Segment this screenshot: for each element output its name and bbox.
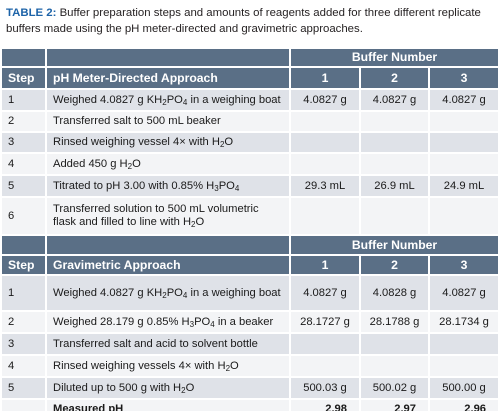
step-number: 2: [2, 111, 47, 133]
step-description: Added 450 g H2O: [46, 153, 291, 176]
buffer-number-header: Buffer Number: [290, 235, 499, 256]
table-caption: TABLE 2: Buffer preparation steps and am…: [6, 5, 496, 45]
buffer-3-value: 28.1734 g: [429, 311, 499, 334]
table-row: 2 Weighed 28.179 g 0.85% H3PO4 in a beak…: [2, 311, 499, 334]
step-number: 4: [2, 355, 47, 378]
caption-label: TABLE 2:: [6, 7, 57, 19]
buffer-2-value: 500.02 g: [360, 377, 430, 400]
col-header-1: 1: [290, 67, 361, 90]
measured-ph-label: Measured pH: [46, 399, 291, 411]
step-number: 3: [2, 132, 47, 154]
step-header: Step: [2, 255, 47, 276]
table-row: 3 Transferred salt and acid to solvent b…: [2, 333, 499, 356]
buffer-3-value: 4.0827 g: [429, 89, 499, 112]
col-header-1: 1: [290, 255, 361, 276]
step-description: Weighed 4.0827 g KH2PO4 in a weighing bo…: [46, 89, 291, 112]
buffer-2-value: 4.0828 g: [360, 275, 430, 312]
step-description: Transferred salt and acid to solvent bot…: [46, 333, 291, 356]
col-header-3: 3: [429, 67, 499, 90]
step-number: 1: [2, 89, 47, 112]
table-row: 2 Transferred salt to 500 mL beaker: [2, 111, 499, 133]
step-number: 1: [2, 275, 47, 312]
step-number: 5: [2, 175, 47, 198]
section1-header-bottom: Step pH Meter-Directed Approach 1 2 3: [2, 67, 499, 90]
table-row: 3 Rinsed weighing vessel 4× with H2O: [2, 132, 499, 154]
buffer-1-value: 500.03 g: [290, 377, 361, 400]
buffer-1-value: 4.0827 g: [290, 275, 361, 312]
step-number: 4: [2, 153, 47, 176]
section2-header-bottom: Step Gravimetric Approach 1 2 3: [2, 255, 499, 276]
approach-header: pH Meter-Directed Approach: [46, 67, 291, 90]
buffer-table: Buffer Number Step pH Meter-Directed App…: [2, 49, 499, 411]
buffer-1-value: 4.0827 g: [290, 89, 361, 112]
col-header-2: 2: [360, 255, 430, 276]
table-row: 4 Rinsed weighing vessels 4× with H2O: [2, 355, 499, 378]
step-description: Rinsed weighing vessel 4× with H2O: [46, 132, 291, 154]
buffer-2-value: 26.9 mL: [360, 175, 430, 198]
step-header: Step: [2, 67, 47, 90]
step-number: 3: [2, 333, 47, 356]
section1-header-top: Buffer Number: [2, 49, 499, 68]
col-header-3: 3: [429, 255, 499, 276]
buffer-2-value: 4.0827 g: [360, 89, 430, 112]
buffer-1-value: 29.3 mL: [290, 175, 361, 198]
buffer-3-value: 4.0827 g: [429, 275, 499, 312]
caption-text: Buffer preparation steps and amounts of …: [6, 7, 481, 35]
approach-header: Gravimetric Approach: [46, 255, 291, 276]
step-description: Transferred solution to 500 mL volumetri…: [46, 197, 291, 236]
buffer-1-value: 28.1727 g: [290, 311, 361, 334]
table-row: 6 Transferred solution to 500 mL volumet…: [2, 197, 499, 236]
measured-ph-2: 2.97: [360, 399, 430, 411]
step-description: Weighed 28.179 g 0.85% H3PO4 in a beaker: [46, 311, 291, 334]
table-row: 4 Added 450 g H2O: [2, 153, 499, 176]
table-row: 5 Diluted up to 500 g with H2O 500.03 g …: [2, 377, 499, 400]
step-number: 6: [2, 197, 47, 236]
table-row: 1 Weighed 4.0827 g KH2PO4 in a weighing …: [2, 89, 499, 112]
buffer-3-value: 24.9 mL: [429, 175, 499, 198]
step-description: Titrated to pH 3.00 with 0.85% H3PO4: [46, 175, 291, 198]
measured-ph-3: 2.96: [429, 399, 499, 411]
step-description: Weighed 4.0827 g KH2PO4 in a weighing bo…: [46, 275, 291, 312]
measured-ph-row: Measured pH 2.98 2.97 2.96: [2, 399, 499, 411]
buffer-number-header: Buffer Number: [290, 49, 499, 68]
table-row: 1 Weighed 4.0827 g KH2PO4 in a weighing …: [2, 275, 499, 312]
step-description: Transferred salt to 500 mL beaker: [46, 111, 291, 133]
buffer-2-value: 28.1788 g: [360, 311, 430, 334]
step-description: Rinsed weighing vessels 4× with H2O: [46, 355, 291, 378]
section2-header-top: Buffer Number: [2, 235, 499, 256]
buffer-3-value: 500.00 g: [429, 377, 499, 400]
step-number: 2: [2, 311, 47, 334]
step-number: 5: [2, 377, 47, 400]
step-description: Diluted up to 500 g with H2O: [46, 377, 291, 400]
measured-ph-1: 2.98: [290, 399, 361, 411]
col-header-2: 2: [360, 67, 430, 90]
table-row: 5 Titrated to pH 3.00 with 0.85% H3PO4 2…: [2, 175, 499, 198]
